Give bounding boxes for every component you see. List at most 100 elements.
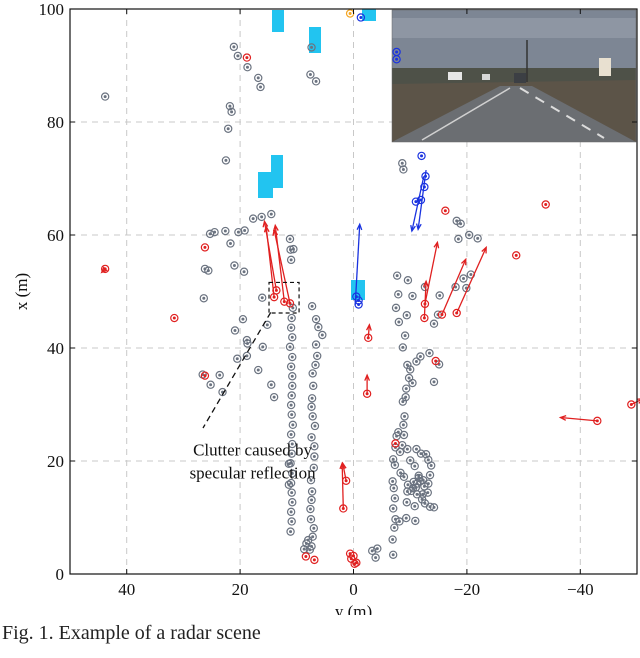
moving-detection bbox=[200, 371, 210, 380]
static-detection-core bbox=[309, 517, 313, 521]
static-detection bbox=[307, 487, 317, 496]
moving-detection bbox=[364, 333, 373, 343]
velocity-arrow-head bbox=[364, 373, 371, 381]
static-detection bbox=[240, 226, 249, 235]
static-detection bbox=[390, 494, 400, 503]
static-detection bbox=[402, 311, 411, 320]
static-detection-core bbox=[461, 277, 465, 281]
moving-detection bbox=[420, 313, 429, 323]
static-detection bbox=[284, 459, 294, 469]
static-detection-core bbox=[228, 104, 232, 108]
moving-detection-core bbox=[393, 441, 397, 445]
moving-detection bbox=[285, 299, 295, 308]
static-detection bbox=[388, 550, 398, 559]
y-tick-label: 0 bbox=[56, 565, 65, 584]
static-detection-core bbox=[426, 491, 430, 495]
static-detection-core bbox=[392, 486, 396, 490]
tracked-detection-core bbox=[414, 200, 418, 204]
static-detection-core bbox=[414, 360, 418, 364]
tracked-detection bbox=[420, 182, 429, 192]
moving-detection bbox=[350, 559, 359, 569]
static-detection bbox=[416, 477, 425, 486]
static-detection bbox=[311, 314, 321, 324]
axis-ticks: 40 20 0 −20 −40 0 20 40 60 80 100 bbox=[39, 0, 637, 599]
inset-clouds bbox=[392, 18, 636, 38]
static-detection bbox=[368, 546, 377, 556]
static-detection bbox=[371, 553, 380, 562]
static-detection-core bbox=[394, 306, 398, 310]
static-detection bbox=[310, 442, 319, 451]
static-detection-core bbox=[396, 430, 400, 434]
static-detection bbox=[309, 463, 319, 472]
static-detection-core bbox=[405, 363, 409, 367]
static-detection bbox=[406, 456, 415, 465]
static-detection-core bbox=[404, 395, 408, 399]
static-detection bbox=[306, 504, 315, 514]
static-detection bbox=[286, 323, 296, 332]
static-detection-core bbox=[289, 258, 293, 262]
static-detection-core bbox=[402, 433, 406, 437]
static-detection-core bbox=[408, 367, 412, 371]
static-detection bbox=[258, 342, 267, 352]
velocity-arrow-head bbox=[481, 245, 487, 254]
moving-detection-core bbox=[595, 419, 599, 423]
static-detection-core bbox=[315, 354, 319, 358]
static-detection bbox=[399, 420, 408, 430]
moving-detection bbox=[301, 552, 311, 561]
static-detection bbox=[398, 343, 408, 352]
velocity-arrow bbox=[341, 463, 344, 509]
static-detection-core bbox=[405, 313, 409, 317]
static-detection bbox=[395, 447, 405, 457]
static-detection bbox=[234, 227, 243, 237]
moving-detection-core bbox=[288, 301, 292, 305]
static-detection bbox=[269, 392, 279, 402]
static-detection bbox=[242, 351, 252, 361]
static-detection bbox=[408, 291, 417, 301]
moving-detection bbox=[100, 264, 110, 274]
clutter-region-box bbox=[268, 281, 300, 314]
tracked-detection bbox=[421, 172, 430, 181]
static-detection-core bbox=[414, 447, 418, 451]
velocity-arrow-head bbox=[100, 266, 108, 274]
static-detection bbox=[306, 514, 316, 524]
figure-caption: Fig. 1. Example of a radar scene bbox=[2, 622, 261, 644]
static-detection-core bbox=[213, 230, 217, 234]
inset-border bbox=[391, 9, 637, 143]
static-detection-core bbox=[290, 335, 294, 339]
velocity-arrow-head bbox=[636, 398, 640, 404]
static-detection-core bbox=[392, 526, 396, 530]
static-detection-core bbox=[391, 506, 395, 510]
static-detection-core bbox=[400, 443, 404, 447]
static-detection-core bbox=[230, 110, 234, 114]
moving-detection bbox=[341, 476, 351, 485]
static-detection bbox=[314, 322, 323, 332]
tracked-object-box bbox=[351, 280, 365, 300]
static-detection-core bbox=[469, 273, 473, 277]
static-detection-core bbox=[398, 450, 402, 454]
static-detection-core bbox=[406, 483, 410, 487]
tracked-detection-core bbox=[359, 15, 363, 19]
static-detection-core bbox=[289, 403, 293, 407]
moving-detection-core bbox=[203, 374, 207, 378]
static-detection-core bbox=[312, 526, 316, 530]
moving-detection-core bbox=[274, 288, 278, 292]
static-detection-core bbox=[428, 473, 432, 477]
static-detection-core bbox=[438, 293, 442, 297]
static-detection-core bbox=[289, 510, 293, 514]
static-detection bbox=[226, 239, 235, 248]
clutter-annotation-text: Clutter caused by bbox=[193, 440, 312, 459]
static-detection-core bbox=[432, 322, 436, 326]
static-detection-core bbox=[320, 333, 324, 337]
static-detection bbox=[408, 378, 417, 388]
static-detection-core bbox=[232, 45, 236, 49]
static-detection bbox=[307, 394, 317, 403]
moving-detection-core bbox=[352, 554, 355, 558]
static-detection bbox=[288, 372, 297, 381]
static-detection-core bbox=[311, 535, 315, 539]
moving-detection bbox=[391, 439, 400, 448]
static-detection bbox=[267, 380, 276, 389]
static-detection bbox=[287, 449, 296, 458]
static-detection-core bbox=[401, 167, 405, 171]
moving-detection-core bbox=[443, 209, 447, 213]
static-detection-core bbox=[241, 317, 245, 321]
